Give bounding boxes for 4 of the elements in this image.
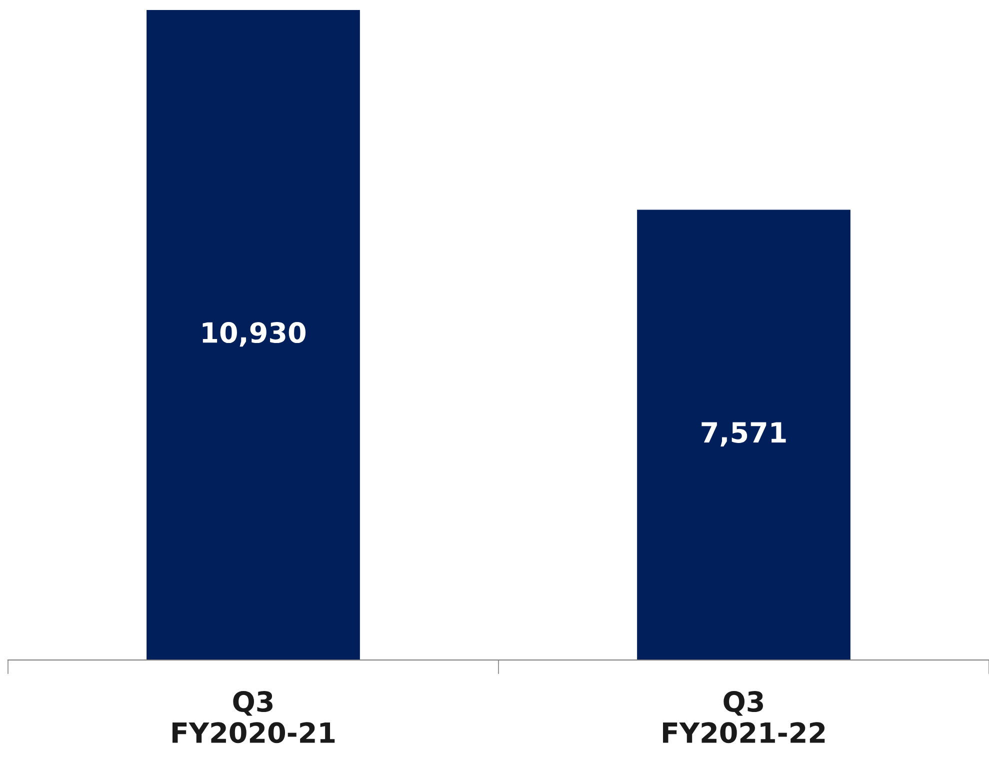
- x-tick-label: Q3 FY2021-22: [663, 691, 825, 744]
- data-label: 7,571: [702, 422, 786, 446]
- data-label: 10,930: [202, 322, 306, 347]
- x-tick-label: Q3 FY2020-21: [172, 691, 335, 744]
